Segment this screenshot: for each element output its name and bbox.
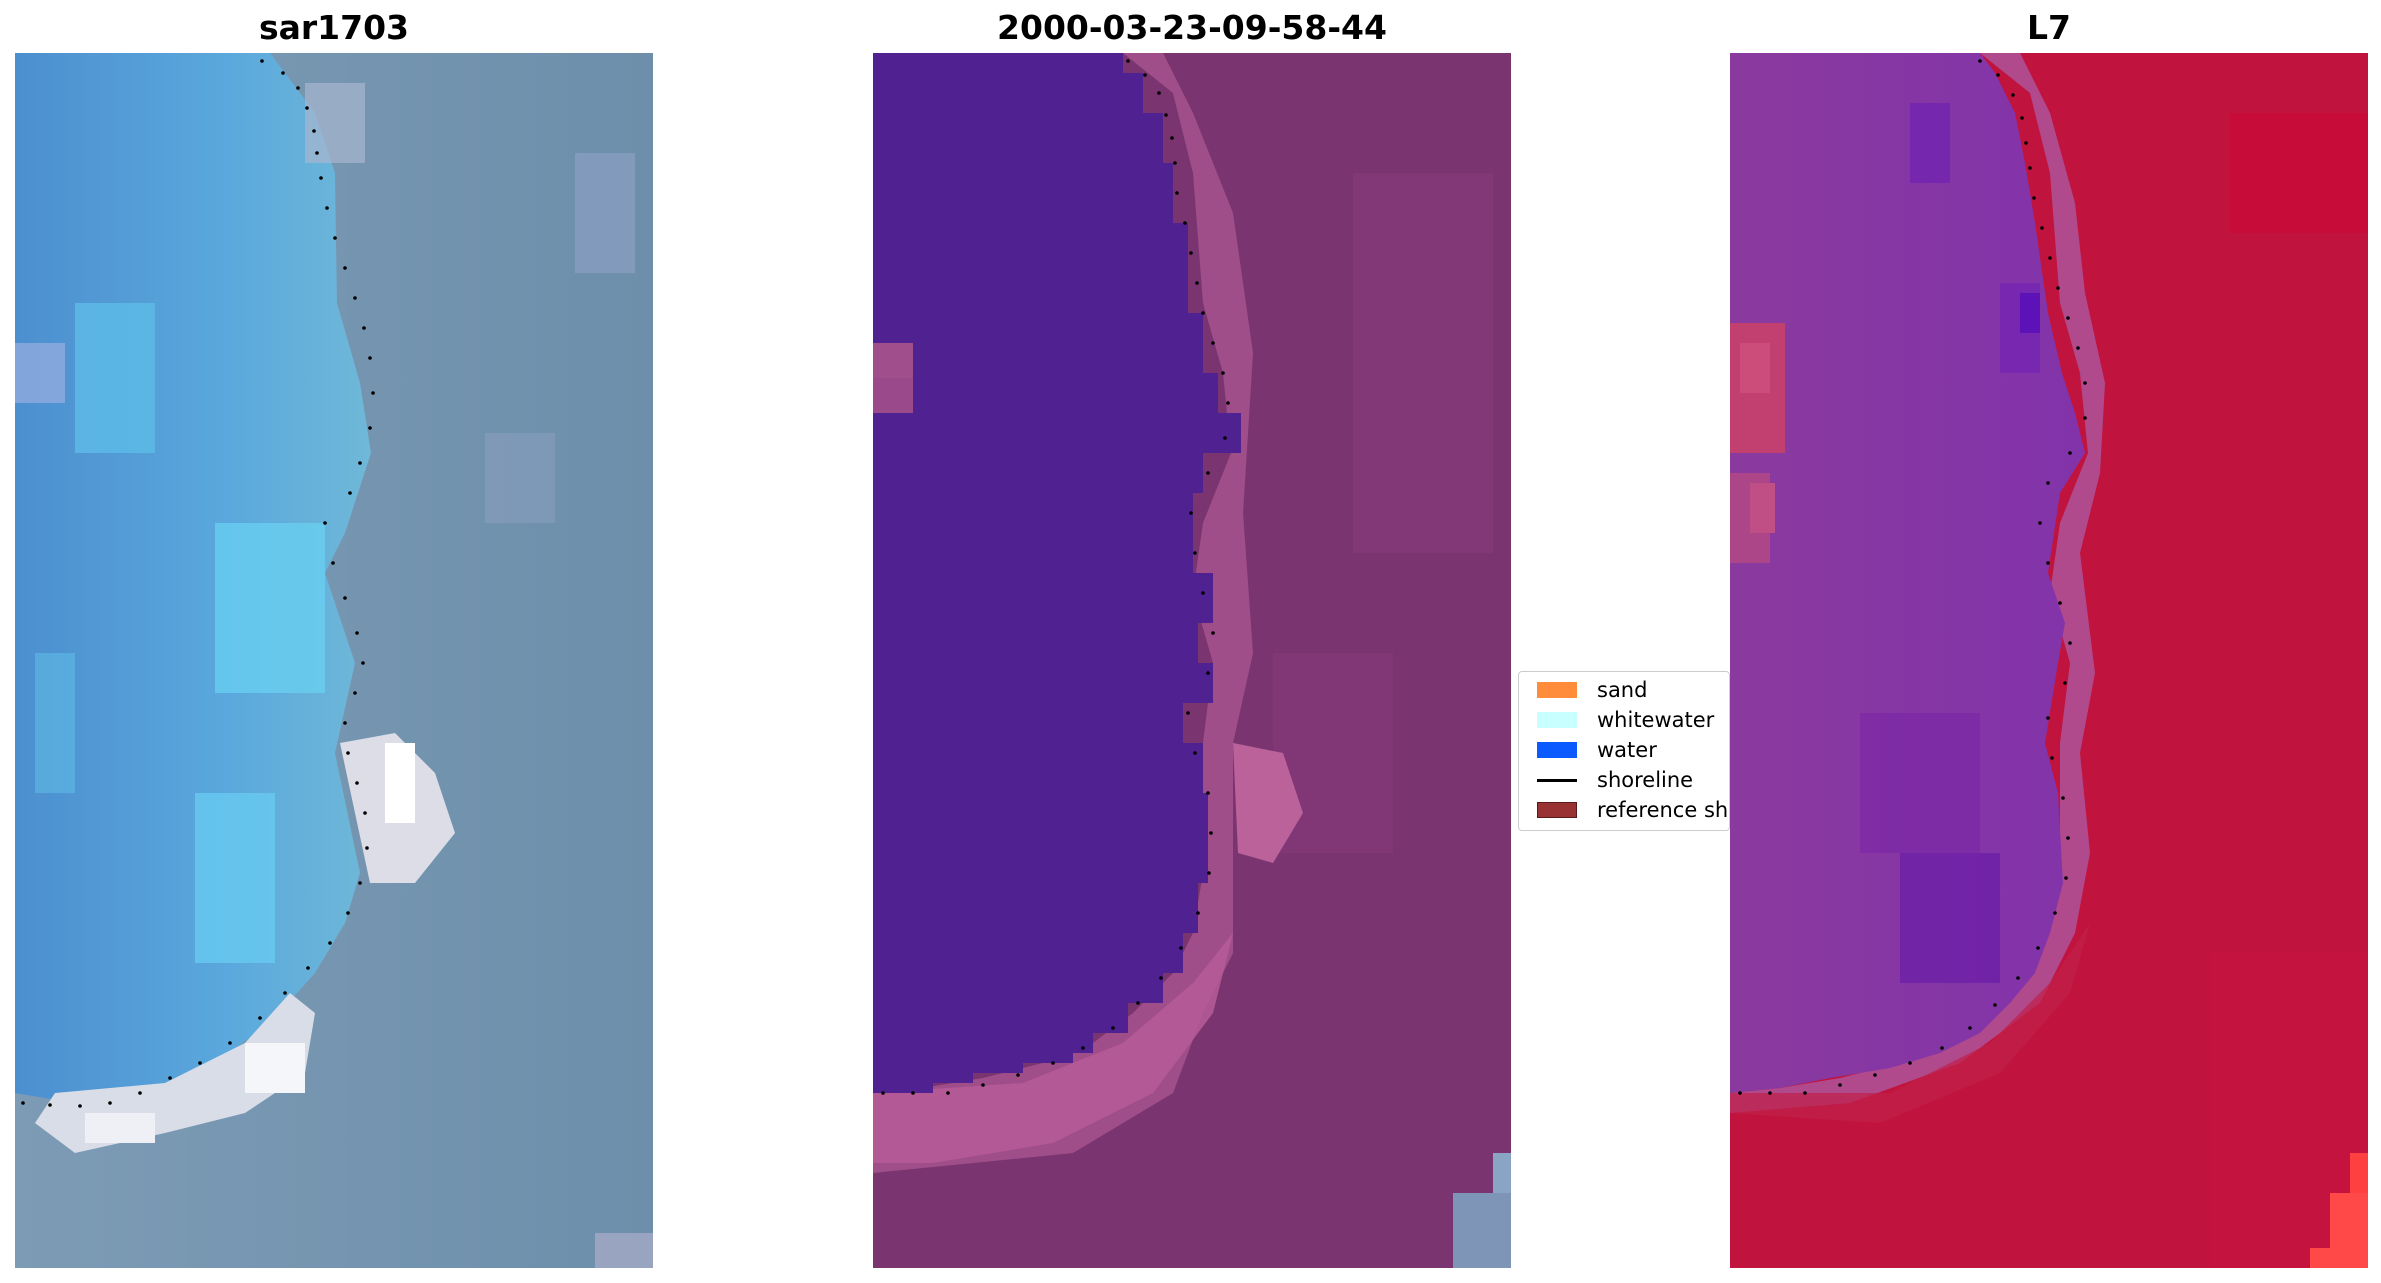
l7-shoreline	[1738, 59, 2087, 1095]
legend-item-water: water	[1529, 735, 1729, 763]
legend-label-water: water	[1597, 738, 1657, 762]
shoreline-line-icon	[1537, 779, 1577, 782]
legend-label-whitewater: whitewater	[1597, 708, 1715, 732]
panel-title-sar: sar1703	[258, 8, 410, 47]
water-swatch-icon	[1537, 742, 1577, 758]
classified-shoreline	[881, 59, 1230, 1095]
legend-item-reference-shoreline: reference sho	[1529, 795, 1730, 823]
sand-swatch-icon	[1537, 682, 1577, 698]
panel-title-l7: L7	[2027, 8, 2071, 47]
rgb-image	[15, 53, 653, 1268]
panel-title-date: 2000-03-23-09-58-44	[997, 8, 1387, 47]
legend: sand whitewater water shoreline referenc…	[1518, 671, 1730, 831]
rgb-image-panel	[15, 53, 653, 1268]
legend-item-sand: sand	[1529, 675, 1729, 703]
legend-item-whitewater: whitewater	[1529, 705, 1729, 733]
whitewater-swatch-icon	[1537, 712, 1577, 728]
legend-item-shoreline: shoreline	[1529, 765, 1729, 793]
l7-image	[1730, 53, 2368, 1268]
rgb-shoreline	[21, 59, 375, 1108]
reference-shoreline-swatch-icon	[1537, 802, 1577, 818]
legend-label-reference-shoreline: reference sho	[1597, 798, 1730, 822]
l7-image-panel	[1730, 53, 2368, 1268]
legend-label-sand: sand	[1597, 678, 1648, 702]
classified-image-panel	[873, 53, 1511, 1268]
classified-image	[873, 53, 1511, 1268]
legend-label-shoreline: shoreline	[1597, 768, 1694, 792]
